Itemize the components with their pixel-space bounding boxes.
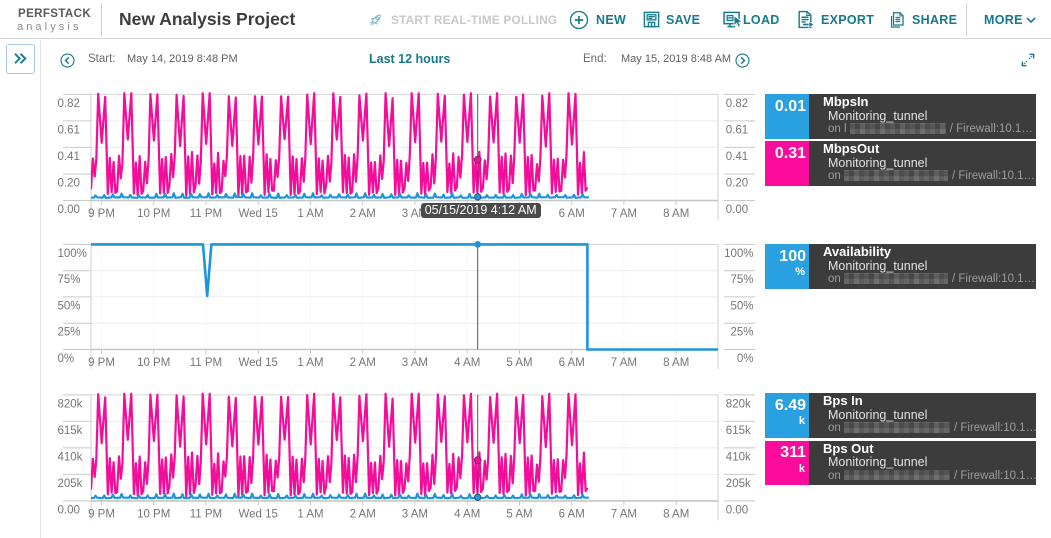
svg-text:25%: 25% bbox=[730, 327, 753, 339]
svg-text:100%: 100% bbox=[724, 248, 753, 260]
svg-text:615k: 615k bbox=[726, 425, 751, 437]
svg-text:6 AM: 6 AM bbox=[559, 508, 585, 520]
svg-text:8 AM: 8 AM bbox=[663, 508, 689, 520]
svg-text:10 PM: 10 PM bbox=[137, 357, 170, 369]
svg-text:0.00: 0.00 bbox=[726, 204, 748, 216]
svg-text:2 AM: 2 AM bbox=[350, 357, 376, 369]
svg-text:6 AM: 6 AM bbox=[559, 208, 585, 220]
svg-text:410k: 410k bbox=[726, 451, 751, 463]
svg-text:1 AM: 1 AM bbox=[297, 208, 323, 220]
svg-text:9 PM: 9 PM bbox=[88, 357, 115, 369]
svg-text:205k: 205k bbox=[726, 478, 751, 490]
svg-text:0%: 0% bbox=[737, 353, 754, 365]
svg-text:10 PM: 10 PM bbox=[137, 208, 170, 220]
svg-text:0.41: 0.41 bbox=[58, 151, 80, 163]
svg-text:0.00: 0.00 bbox=[726, 504, 748, 516]
svg-text:11 PM: 11 PM bbox=[190, 208, 222, 220]
svg-text:50%: 50% bbox=[58, 300, 81, 312]
svg-text:8 AM: 8 AM bbox=[663, 357, 689, 369]
svg-text:5 AM: 5 AM bbox=[506, 357, 532, 369]
svg-text:7 AM: 7 AM bbox=[611, 357, 637, 369]
svg-text:615k: 615k bbox=[58, 425, 83, 437]
svg-text:6 AM: 6 AM bbox=[559, 357, 585, 369]
svg-text:9 PM: 9 PM bbox=[88, 208, 115, 220]
svg-text:7 AM: 7 AM bbox=[611, 208, 637, 220]
svg-text:0.41: 0.41 bbox=[726, 151, 748, 163]
svg-text:11 PM: 11 PM bbox=[190, 357, 222, 369]
svg-text:0.61: 0.61 bbox=[58, 124, 80, 136]
svg-text:2 AM: 2 AM bbox=[350, 208, 376, 220]
svg-text:7 AM: 7 AM bbox=[611, 508, 637, 520]
svg-text:10 PM: 10 PM bbox=[137, 508, 170, 520]
svg-text:Wed 15: Wed 15 bbox=[238, 357, 277, 369]
svg-text:11 PM: 11 PM bbox=[190, 508, 222, 520]
svg-text:205k: 205k bbox=[58, 478, 83, 490]
svg-text:0.61: 0.61 bbox=[726, 124, 748, 136]
svg-text:3 AM: 3 AM bbox=[402, 508, 428, 520]
svg-text:4 AM: 4 AM bbox=[454, 357, 480, 369]
svg-text:75%: 75% bbox=[730, 274, 753, 286]
svg-text:2 AM: 2 AM bbox=[350, 508, 376, 520]
svg-text:410k: 410k bbox=[58, 451, 83, 463]
svg-text:0.00: 0.00 bbox=[58, 504, 80, 516]
svg-text:0.20: 0.20 bbox=[726, 178, 748, 190]
svg-text:0%: 0% bbox=[58, 353, 75, 365]
svg-text:Wed 15: Wed 15 bbox=[238, 508, 277, 520]
svg-text:3 AM: 3 AM bbox=[402, 357, 428, 369]
svg-text:9 PM: 9 PM bbox=[88, 508, 115, 520]
svg-text:5 AM: 5 AM bbox=[506, 508, 532, 520]
svg-text:0.00: 0.00 bbox=[58, 204, 80, 216]
svg-text:4 AM: 4 AM bbox=[454, 508, 480, 520]
svg-text:0.82: 0.82 bbox=[58, 98, 80, 110]
svg-text:Wed 15: Wed 15 bbox=[238, 208, 277, 220]
svg-text:0.20: 0.20 bbox=[58, 178, 80, 190]
svg-text:820k: 820k bbox=[726, 398, 751, 410]
svg-text:0.82: 0.82 bbox=[726, 98, 748, 110]
svg-text:25%: 25% bbox=[58, 327, 81, 339]
svg-text:1 AM: 1 AM bbox=[297, 508, 323, 520]
svg-text:820k: 820k bbox=[58, 398, 83, 410]
svg-text:75%: 75% bbox=[58, 274, 81, 286]
svg-text:50%: 50% bbox=[730, 300, 753, 312]
svg-text:1 AM: 1 AM bbox=[297, 357, 323, 369]
svg-text:8 AM: 8 AM bbox=[663, 208, 689, 220]
svg-text:100%: 100% bbox=[58, 248, 87, 260]
